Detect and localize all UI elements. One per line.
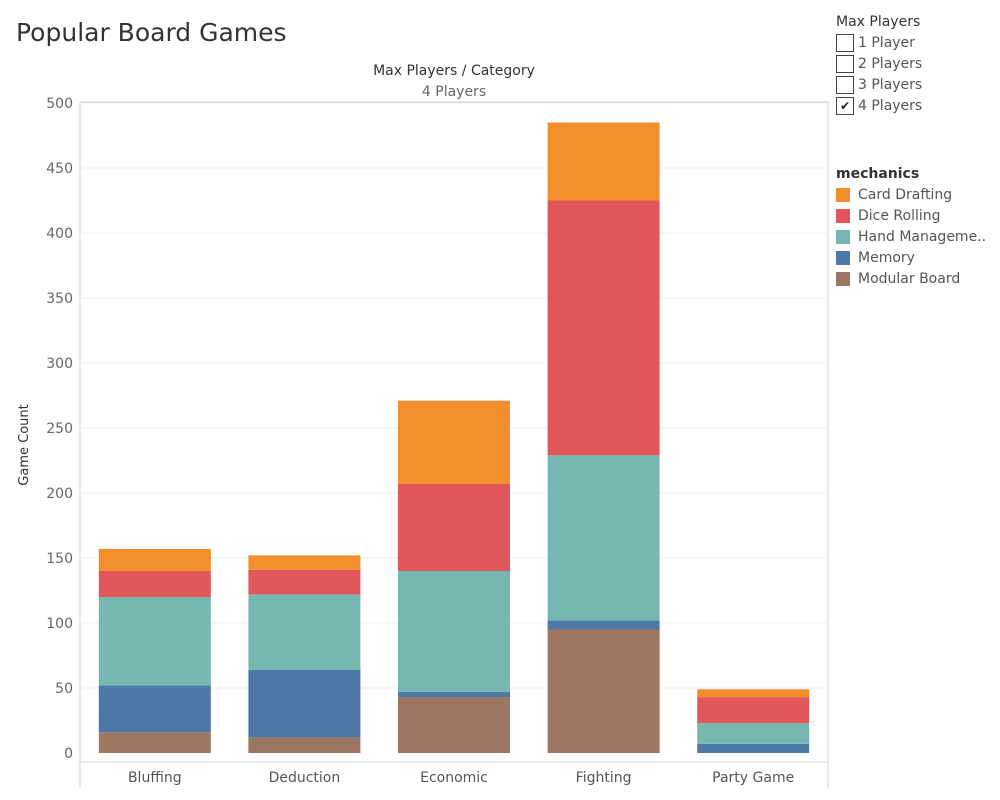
legend-label: Hand Manageme.. [858,228,987,245]
axes-header: Max Players / Category [373,63,535,79]
legend-swatch [836,271,850,286]
y-tick-label: 450 [46,161,73,177]
mechanics-legend: mechanics Card Drafting Dice Rolling Hand … [836,166,996,289]
filter-option[interactable]: 2 Players [836,53,996,74]
x-tick-label: Fighting [576,770,632,786]
y-tick-label: 500 [46,96,73,112]
bar-segment[interactable] [547,122,660,201]
filter-option-label: 3 Players [858,76,923,93]
filter-option[interactable]: 1 Player [836,32,996,53]
y-axis-label: Game Count [17,404,32,485]
filter-option[interactable]: 3 Players [836,74,996,95]
y-tick-label: 0 [64,746,73,762]
legend-label: Card Drafting [858,186,953,203]
bar-segment[interactable] [98,685,211,733]
filter-option-label: 2 Players [858,55,923,72]
bar-segment[interactable] [547,629,660,754]
bar-segment[interactable] [398,571,510,692]
x-tick-label: Economic [420,770,488,786]
y-tick-label: 250 [46,421,73,437]
bar-segment[interactable] [398,400,510,484]
bar-segment[interactable] [98,548,211,571]
legend-label: Modular Board [858,270,961,287]
y-tick-label: 350 [46,291,73,307]
legend-item[interactable]: Dice Rolling [836,205,996,226]
legend-item[interactable]: Modular Board [836,268,996,289]
bar-segment[interactable] [98,732,211,753]
y-tick-label: 200 [46,486,73,502]
y-tick-label: 400 [46,226,73,242]
y-tick-label: 300 [46,356,73,372]
bar-segment[interactable] [398,483,510,571]
filter-option-label: 4 Players [858,97,923,114]
checkbox[interactable]: ✔ [836,96,854,115]
y-tick-label: 150 [46,551,73,567]
bar-segment[interactable] [248,737,361,753]
legend-label: Dice Rolling [858,207,941,224]
bar-segment[interactable] [547,620,660,630]
y-tick-label: 50 [55,681,73,697]
checkbox[interactable] [836,33,854,52]
bar-segment[interactable] [547,200,660,456]
bar-segment[interactable] [398,691,510,698]
bar-segment[interactable] [98,571,211,597]
bar-segment[interactable] [697,723,810,744]
legend-item[interactable]: Hand Manageme.. [836,226,996,247]
checkbox[interactable] [836,75,854,94]
filter-title: Max Players [836,14,921,30]
legend-label: Memory [858,249,915,266]
panel-label: 4 Players [421,84,487,100]
bar-segment[interactable] [248,569,361,595]
page-title: Popular Board Games [16,18,287,47]
legend-item[interactable]: Memory [836,247,996,268]
x-tick-label: Deduction [269,770,341,786]
bar-segment[interactable] [697,689,810,698]
filter-option[interactable]: ✔ 4 Players [836,95,996,116]
filter-option-label: 1 Player [858,34,915,51]
bar-segment[interactable] [547,455,660,621]
legend-swatch [836,187,850,202]
legend-item[interactable]: Card Drafting [836,184,996,205]
checkbox[interactable] [836,54,854,73]
x-tick-label: Party Game [712,770,794,786]
bar-segment[interactable] [697,697,810,724]
bar-segment[interactable] [248,555,361,570]
legend-swatch [836,229,850,244]
legend-swatch [836,208,850,223]
bar-segment[interactable] [248,594,361,670]
bar-segment[interactable] [248,669,361,738]
legend-title: mechanics [836,166,920,182]
y-tick-label: 100 [46,616,73,632]
x-tick-label: Bluffing [128,770,182,786]
bar-segment[interactable] [697,743,810,753]
max-players-filter: Max Players 1 Player 2 Players 3 Players ✔ 4… [836,14,996,116]
bar-segment[interactable] [398,697,510,753]
legend-swatch [836,250,850,265]
bar-segment[interactable] [98,597,211,686]
